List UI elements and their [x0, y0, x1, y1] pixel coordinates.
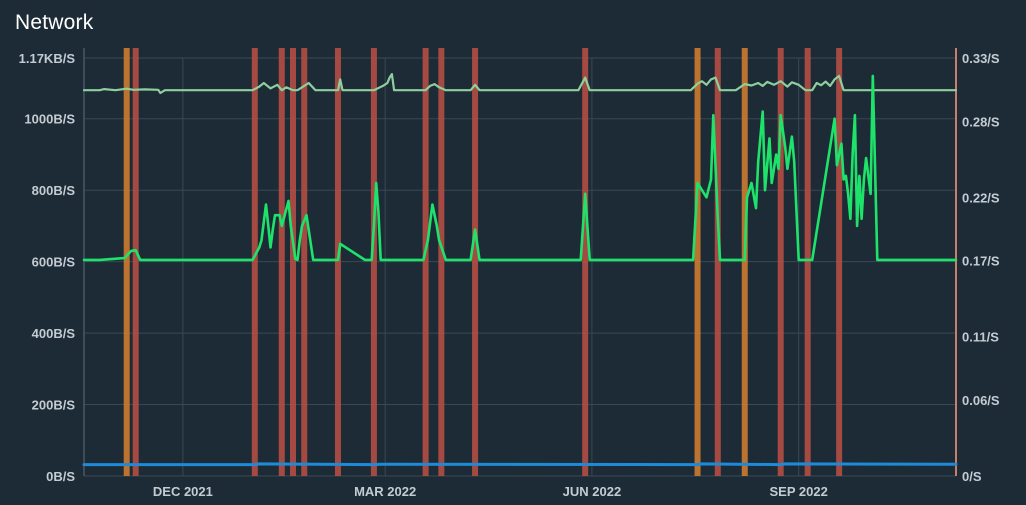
- y-right-tick-label: 0.06/S: [962, 393, 1000, 408]
- grid-layer: [84, 57, 956, 477]
- event-band-red: [836, 48, 843, 476]
- event-band-red: [472, 48, 479, 476]
- event-band-orange: [694, 48, 701, 476]
- y-left-tick-label: 600B/S: [32, 255, 76, 270]
- y-right-tick-label: 0.33/S: [962, 51, 1000, 66]
- event-band-red: [334, 48, 341, 476]
- event-band-red: [804, 48, 811, 476]
- event-band-orange: [741, 48, 748, 476]
- tick-labels: 0B/S 200B/S 400B/S 600B/S 800B/S 1000B/S 1.17K…: [19, 51, 1000, 499]
- event-band-red: [370, 48, 377, 476]
- event-band-red: [290, 48, 297, 476]
- y-left-tick-label: 1000B/S: [24, 112, 75, 127]
- y-left-tick-label: 200B/S: [32, 398, 76, 413]
- x-tick-label: SEP 2022: [770, 484, 828, 499]
- series-lines: [82, 72, 958, 467]
- event-band-red: [422, 48, 429, 476]
- event-band-orange: [123, 48, 130, 476]
- x-tick-label: MAR 2022: [354, 484, 416, 499]
- y-left-tick-label: 0B/S: [46, 469, 75, 484]
- event-band-red: [438, 48, 445, 476]
- event-band-red: [278, 48, 285, 476]
- axes: [83, 48, 957, 476]
- y-right-tick-label: 0.11/S: [962, 330, 999, 345]
- y-right-tick-label: 0/S: [962, 469, 982, 484]
- event-band-red: [582, 48, 589, 476]
- event-band-red: [777, 48, 784, 476]
- series-line-3: [82, 462, 958, 467]
- x-tick-label: DEC 2021: [153, 484, 213, 499]
- event-band-red: [132, 48, 139, 476]
- chart-title: Network: [15, 11, 94, 34]
- event-bands: [123, 48, 843, 476]
- event-band-red: [251, 48, 258, 476]
- y-right-tick-label: 0.17/S: [962, 254, 1000, 269]
- series-line-2: [82, 74, 958, 262]
- y-right-tick-label: 0.28/S: [962, 114, 1000, 129]
- y-left-tick-label: 1.17KB/S: [19, 51, 76, 66]
- y-left-tick-label: 400B/S: [32, 326, 76, 341]
- event-band-red: [714, 48, 721, 476]
- event-band-red: [301, 48, 308, 476]
- x-tick-label: JUN 2022: [563, 484, 622, 499]
- series-line-1: [82, 72, 958, 95]
- y-right-tick-label: 0.22/S: [962, 190, 1000, 205]
- y-left-tick-label: 800B/S: [32, 183, 76, 198]
